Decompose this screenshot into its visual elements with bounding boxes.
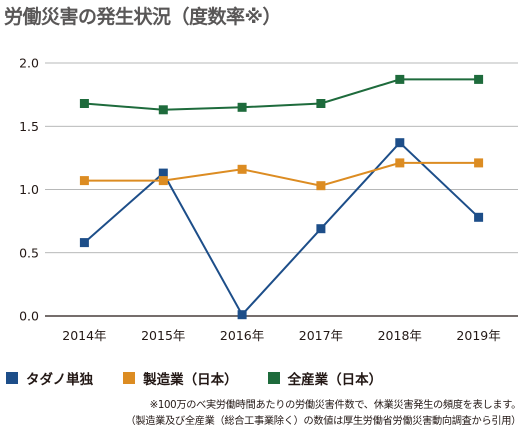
x-tick-label: 2017年 — [299, 328, 343, 343]
series-line — [84, 78, 479, 111]
legend-swatch-manufacturing — [123, 372, 136, 384]
x-tick-label: 2018年 — [378, 328, 422, 343]
data-point — [158, 176, 168, 186]
data-point — [395, 74, 405, 84]
legend: タダノ単独 製造業（日本） 全産業（日本） — [6, 368, 382, 388]
footnote-line-2: （製造業及び全産業（総合工事業除く）の数値は厚生労働省労働災害動向調査から引用） — [125, 416, 522, 427]
x-tick-label: 2016年 — [220, 328, 264, 343]
legend-label-manufacturing: 製造業（日本） — [143, 372, 238, 388]
legend-swatch-all-industries — [267, 372, 280, 384]
data-point — [158, 105, 168, 115]
x-tick-label: 2019年 — [456, 328, 500, 343]
data-point — [79, 99, 89, 108]
y-tick-label: 2.0 — [19, 56, 39, 71]
data-point — [237, 164, 247, 174]
data-point — [395, 158, 405, 168]
series-line — [83, 141, 480, 317]
data-point — [79, 238, 89, 248]
data-point — [474, 212, 484, 222]
chart-title: 労働災害の発生状況（度数率※） — [4, 6, 281, 28]
legend-item-manufacturing: 製造業（日本） — [123, 368, 238, 388]
data-point — [237, 102, 247, 112]
data-point — [237, 310, 247, 320]
data-point — [395, 138, 405, 148]
data-point — [316, 181, 326, 191]
y-tick-label: 1.0 — [19, 182, 39, 197]
data-point — [474, 74, 484, 84]
legend-label-all-industries: 全産業（日本） — [287, 372, 383, 388]
legend-swatch-tadano — [6, 372, 18, 384]
legend-item-all-industries: 全産業（日本） — [267, 368, 383, 388]
line-chart: 0.0 0.5 1.0 1.5 2.0 2014年 2015年 2016年 2017年 2018… — [19, 56, 518, 343]
legend-item-tadano: タダノ単独 — [6, 368, 93, 388]
x-tick-label: 2014年 — [62, 328, 106, 343]
y-tick-label: 0.5 — [19, 245, 39, 260]
data-point — [316, 224, 326, 234]
data-point — [158, 168, 168, 178]
legend-label-tadano: タダノ単独 — [26, 372, 94, 388]
series-line — [84, 161, 479, 187]
x-tick-label: 2015年 — [141, 328, 185, 343]
data-point — [316, 99, 326, 108]
footnote-line-1: ※100万のべ実労働時間あたりの労働災害件数で、休業災害発生の頻度を表します。 — [149, 400, 522, 411]
y-tick-label: 0.0 — [19, 309, 39, 324]
y-tick-label: 1.5 — [19, 119, 39, 134]
data-point — [474, 158, 484, 168]
footnotes: ※100万のべ実労働時間あたりの労働災害件数で、休業災害発生の頻度を表します。 … — [0, 398, 522, 430]
data-point — [79, 176, 89, 186]
